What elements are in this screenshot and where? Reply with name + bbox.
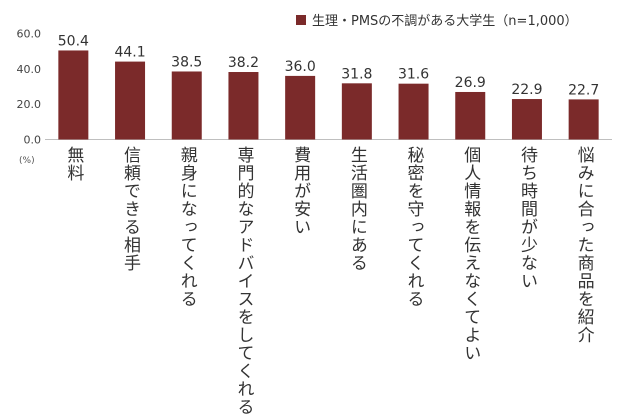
data-label: 22.7 — [568, 82, 599, 98]
legend: 生理・PMSの不調がある大学生（n=1,000） — [296, 10, 578, 29]
y-tick-label: 0.0 — [24, 134, 42, 147]
x-tick-label: 親身になってくれる — [176, 146, 197, 308]
data-label: 36.0 — [285, 59, 316, 75]
data-label: 38.5 — [171, 54, 202, 70]
x-tick-label: 個人情報を伝えなくてよい — [460, 146, 481, 362]
legend-label: 生理・PMSの不調がある大学生（n=1,000） — [312, 14, 578, 29]
y-tick-label: 40.0 — [17, 63, 42, 76]
data-label: 38.2 — [228, 55, 259, 71]
x-tick-label: 生活圏内にある — [346, 146, 367, 272]
data-label: 44.1 — [114, 45, 145, 61]
bar — [568, 99, 599, 140]
x-tick-label: 待ち時間が少ない — [516, 146, 537, 290]
data-label: 50.4 — [58, 33, 89, 49]
bar — [511, 99, 542, 140]
data-label: 26.9 — [455, 75, 486, 91]
bar — [171, 71, 202, 140]
y-tick-label: 20.0 — [17, 98, 42, 111]
bar — [455, 91, 486, 140]
bar — [285, 75, 316, 140]
y-tick-label: 60.0 — [17, 28, 42, 41]
data-label: 22.9 — [511, 82, 542, 98]
bar — [58, 50, 89, 140]
x-tick-label: 秘密を守ってくれる — [403, 146, 424, 308]
data-label: 31.6 — [398, 67, 429, 83]
data-label: 31.8 — [341, 66, 372, 82]
x-tick-label: 無料 — [63, 146, 84, 182]
x-tick-label: 信頼できる相手 — [120, 146, 141, 272]
y-axis-unit: (%) — [19, 156, 35, 166]
x-tick-label: 専門的なアドバイスをしてくれる — [233, 146, 254, 416]
legend-swatch — [296, 14, 306, 25]
bar — [115, 61, 146, 140]
bar — [341, 83, 372, 140]
x-tick-label: 費用が安い — [290, 146, 311, 236]
x-tick-label: 悩みに合った商品を紹介 — [573, 146, 594, 344]
bar — [228, 72, 259, 140]
bar — [398, 83, 429, 140]
